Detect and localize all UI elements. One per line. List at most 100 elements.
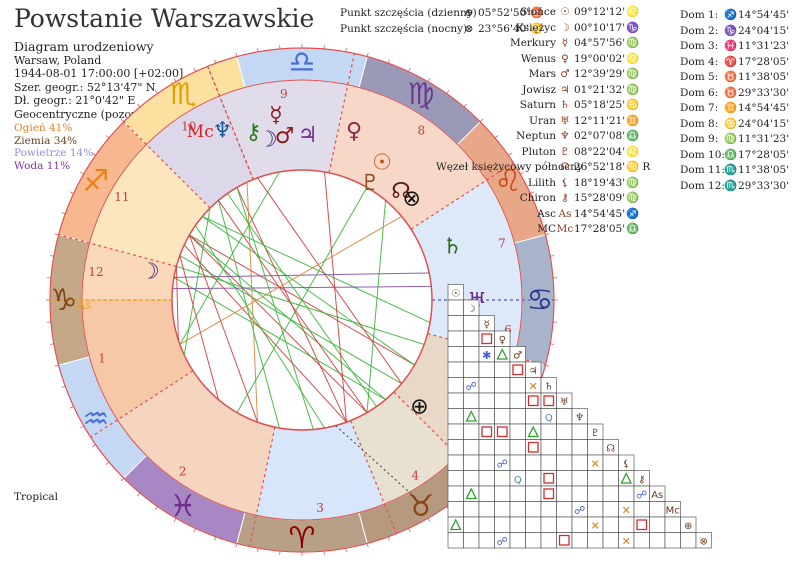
- aspect-cell: [494, 470, 511, 487]
- longitude: Dł. geogr.: 21°0'42" E: [14, 94, 136, 107]
- aspect-cell: [571, 532, 588, 549]
- house-number: 2: [179, 464, 187, 478]
- house-number: 4: [411, 468, 419, 482]
- aspect-cell: [540, 532, 557, 549]
- planet-glyph: ⊗: [402, 187, 420, 212]
- aspect-semisquare-mark: ✕: [622, 504, 631, 517]
- fortune-row: Punkt szczęścia (nocny) ⊗ 23°56'40'♋: [340, 22, 543, 38]
- aspect-cell: [571, 485, 588, 502]
- aspect-cell: [447, 330, 464, 347]
- house-degree: 17°28'05': [738, 148, 790, 161]
- aspect-grid-symbol: ♆: [575, 413, 584, 424]
- aspect-opposition-mark: ☍: [574, 504, 585, 517]
- degree-tick: [54, 233, 59, 236]
- aspect-cell: [478, 423, 495, 440]
- degree-tick: [479, 118, 484, 123]
- aspect-cell: [463, 392, 480, 409]
- house-sector: [89, 144, 211, 267]
- house-sign: ♋: [724, 117, 738, 130]
- degree-tick: [257, 548, 259, 553]
- aspect-cell: [525, 470, 542, 487]
- house-number: 7: [498, 237, 506, 251]
- house-number: 1: [98, 351, 106, 365]
- zodiac-sign-glyph: ♎: [289, 45, 316, 80]
- aspect-quintile-mark: Q: [514, 475, 522, 486]
- fortune-symbol: ⊕: [464, 7, 474, 19]
- planet-row: Lilith ⚸ 18°19'43'♍: [460, 176, 650, 192]
- planet-glyph: ⚷: [245, 120, 261, 145]
- degree-tick: [61, 385, 66, 388]
- aspect-cell: [525, 516, 542, 533]
- aspect-cell: [556, 501, 573, 518]
- aspect-line: [217, 200, 280, 429]
- planet-sign: ♍: [626, 68, 640, 80]
- aspect-cell: [571, 470, 588, 487]
- aspect-square-mark: [543, 472, 555, 484]
- planet-name: Mars: [528, 68, 556, 80]
- degree-tick: [49, 255, 54, 257]
- house-row: Dom 7: ♊14°54'45': [680, 101, 789, 117]
- aspect-cell: [494, 516, 511, 533]
- house-row: Dom 1: ♐14°54'45': [680, 8, 789, 24]
- aspect-cell: [587, 439, 604, 456]
- aspect-cell: [494, 439, 511, 456]
- aspect-semisquare-mark: ✕: [622, 535, 631, 548]
- aspect-trine-mark: [449, 518, 462, 531]
- aspect-cell: [633, 532, 650, 549]
- aspect-cell: [494, 392, 511, 409]
- house-label: Dom 12:: [680, 179, 725, 192]
- planet-sign: ♌: [626, 52, 640, 65]
- house-degree: 11°38'05': [738, 164, 790, 176]
- house-sector: [117, 370, 275, 516]
- zodiac-type: Tropical: [14, 491, 58, 503]
- aspect-cell: [509, 439, 526, 456]
- aspect-cell: [571, 439, 588, 456]
- aspect-cell: [602, 454, 619, 471]
- planet-name: Księżyc: [515, 21, 556, 34]
- planet-degree: 09°12'12': [574, 6, 626, 18]
- aspect-cell: [494, 408, 511, 425]
- house-sign: ♓: [724, 40, 738, 52]
- aspect-grid-symbol: ☽: [467, 304, 476, 315]
- aspect-cell: [680, 532, 697, 549]
- house-row: Dom 4: ♈17°28'05': [680, 55, 789, 71]
- aspect-semisquare-mark: ✕: [529, 380, 538, 393]
- aspect-cell: [463, 454, 480, 471]
- aspect-grid-symbol: ☊: [606, 444, 615, 455]
- aspect-opposition-mark: ☍: [466, 380, 477, 393]
- aspect-quintile-mark: Q: [545, 413, 553, 424]
- aspect-cell: [633, 516, 650, 533]
- degree-tick: [80, 425, 84, 429]
- aspect-cell: [463, 346, 480, 363]
- aspect-cell: [478, 532, 495, 549]
- house-sector: [411, 180, 522, 300]
- aspect-cell: [649, 516, 666, 533]
- aspect-grid-symbol: ♅: [560, 397, 569, 408]
- zodiac-sign-glyph: ♒: [82, 402, 109, 437]
- aspect-cell: [602, 516, 619, 533]
- degree-tick: [214, 59, 217, 64]
- aspect-cell: [463, 470, 480, 487]
- planet-sign: ♐: [626, 207, 640, 220]
- degree-tick: [137, 103, 141, 108]
- planet-name: Merkury: [509, 37, 556, 49]
- planet-glyph: ♀: [346, 119, 362, 144]
- aspect-line: [179, 171, 280, 345]
- aspect-cell: [478, 501, 495, 518]
- aspect-cell: [463, 501, 480, 518]
- aspect-semisquare-mark: ✕: [591, 458, 600, 471]
- degree-tick: [530, 191, 535, 194]
- house-cusp-line: [350, 420, 397, 534]
- aspect-trine-mark: [527, 425, 540, 438]
- aspect-sextile-mark: ✱: [482, 349, 491, 362]
- aspect-cell: [447, 485, 464, 502]
- aspect-grid-symbol: ☉: [451, 289, 460, 300]
- fortune-value: 05°52'50': [478, 7, 530, 19]
- aspect-cell: [556, 532, 573, 549]
- aspect-cell: [509, 485, 526, 502]
- planet-row: Słońce ☉ 09°12'12'♌: [460, 5, 650, 21]
- aspect-cell: [447, 315, 464, 332]
- aspect-cell: [540, 470, 557, 487]
- aspect-line: [202, 216, 415, 366]
- house-sign: ♏: [724, 164, 738, 176]
